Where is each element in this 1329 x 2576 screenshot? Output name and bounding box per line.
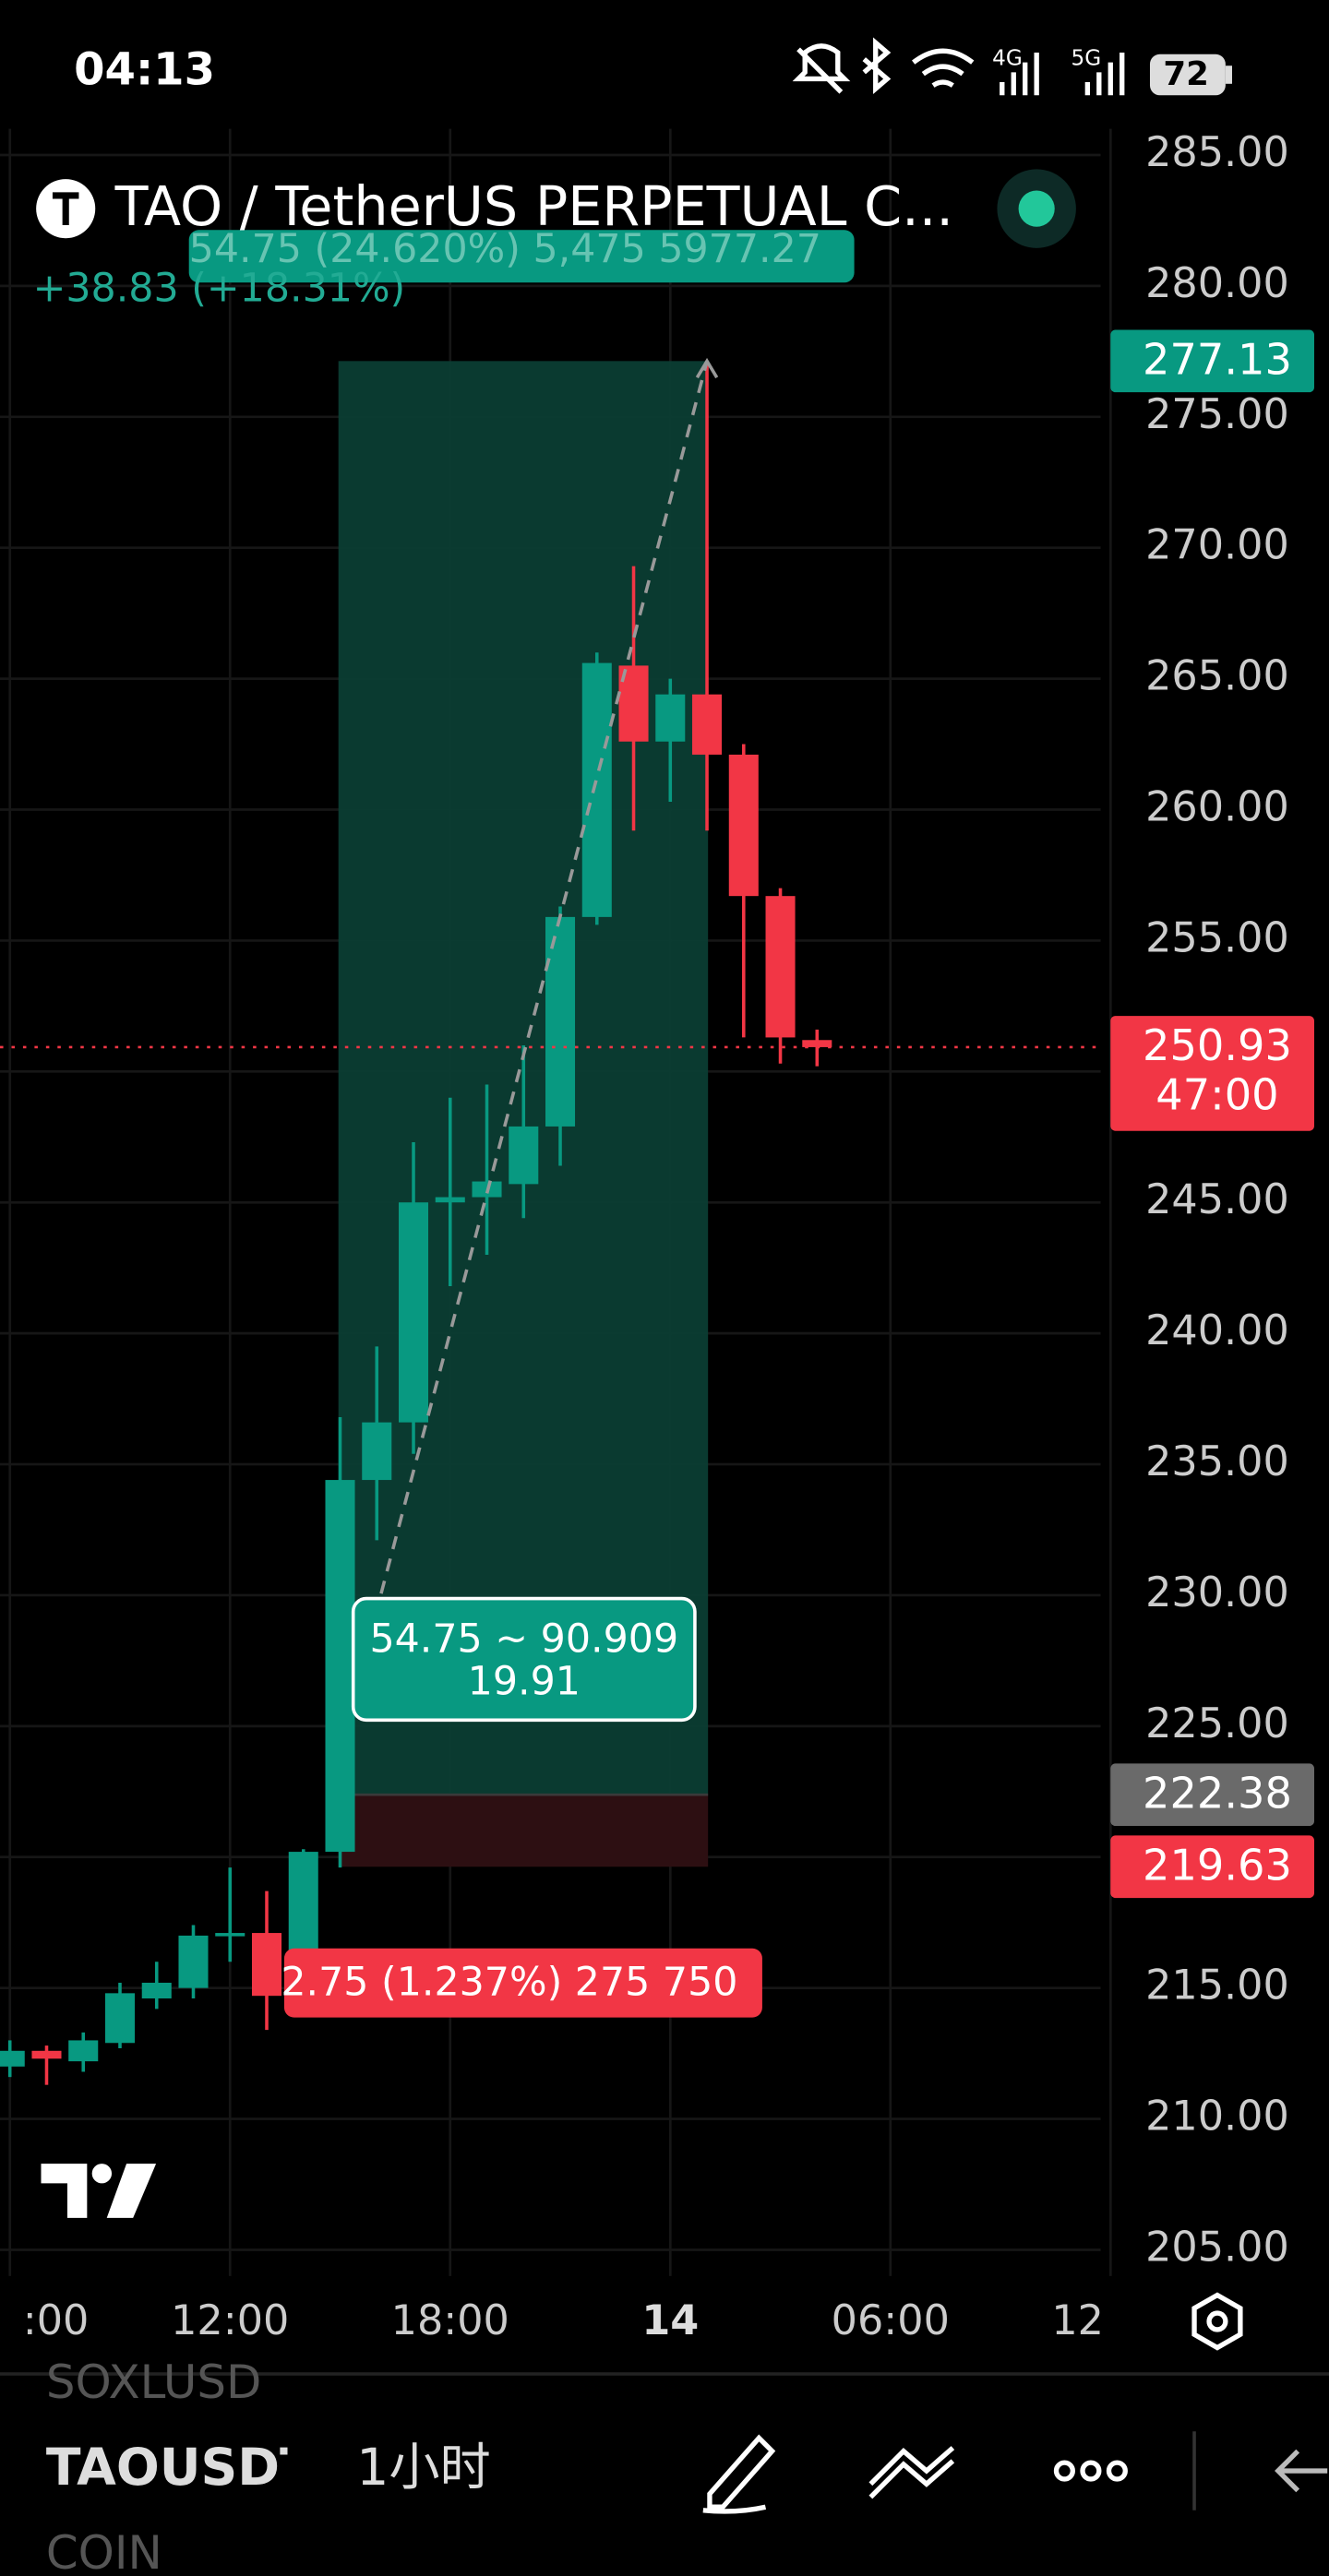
settings-icon[interactable] <box>1191 2292 1243 2351</box>
info-line-2: 19.91 <box>468 1659 581 1705</box>
candle-body <box>325 1480 355 1853</box>
x-tick-label: 12 <box>1051 2297 1104 2344</box>
x-tick-label: 06:00 <box>832 2297 950 2344</box>
y-tick-label: 275.00 <box>1145 391 1289 438</box>
y-tick-label: 240.00 <box>1145 1307 1289 1354</box>
y-tick-label: 265.00 <box>1145 653 1289 700</box>
target-tag: 277.13 <box>1143 335 1292 385</box>
y-tick-label: 230.00 <box>1145 1569 1289 1616</box>
header: TAO / TetherUS PERPETUAL C... +38.83 (+1… <box>33 169 1076 312</box>
y-tick-label: 280.00 <box>1145 260 1289 307</box>
loss-zone <box>338 1795 709 1867</box>
y-tick-label: 215.00 <box>1145 1962 1289 2010</box>
symbol-logo-t <box>52 192 79 225</box>
status-dot <box>1018 190 1055 227</box>
clock: 04:13 <box>74 43 215 95</box>
x-tick-label: 14 <box>641 2297 699 2344</box>
symbol-above[interactable]: SOXLUSD <box>46 2355 262 2409</box>
profit-label-box <box>188 230 855 283</box>
target-tag-box <box>1110 329 1314 393</box>
line-tool-icon[interactable] <box>868 2446 955 2499</box>
candle-body <box>655 694 686 742</box>
candle-body <box>0 2050 25 2067</box>
y-tick-label: 260.00 <box>1145 784 1289 831</box>
logo-part <box>106 2164 157 2218</box>
last-price-box <box>1110 1016 1314 1131</box>
projection-line <box>379 360 709 1594</box>
candle-body <box>215 1933 245 1937</box>
y-tick-label: 285.00 <box>1145 129 1289 176</box>
y-tick-label: 235.00 <box>1145 1438 1289 1485</box>
y-tick-label: 210.00 <box>1145 2093 1289 2141</box>
countdown: 47:00 <box>1155 1070 1278 1120</box>
candle-body <box>31 2050 62 2059</box>
x-tick-label: 18:00 <box>391 2297 509 2344</box>
entry-tag-box <box>1110 1763 1314 1827</box>
battery-tip <box>1225 66 1232 84</box>
symbol-below[interactable]: COIN <box>46 2526 162 2576</box>
candle-body <box>802 1040 832 1047</box>
more-dot <box>1053 2460 1075 2482</box>
y-tick-label: 270.00 <box>1145 522 1289 569</box>
symbol-title[interactable]: TAO / TetherUS PERPETUAL C... <box>114 174 954 238</box>
battery-level: 72 <box>1163 55 1209 93</box>
more-icon[interactable] <box>1053 2460 1128 2482</box>
symbol-change: +38.83 (+18.31%) <box>33 266 406 312</box>
info-box <box>351 1596 697 1723</box>
loss-label: 2.75 (1.237%) 275 750 <box>281 1959 737 2005</box>
stop-tag-box <box>1110 1835 1314 1899</box>
candle-body <box>545 916 576 1127</box>
candle-body <box>581 662 612 917</box>
candle-body <box>435 1197 465 1203</box>
more-dot <box>1106 2460 1128 2482</box>
more-dot <box>1080 2460 1102 2482</box>
stop-tag: 219.63 <box>1143 1841 1292 1890</box>
candle-body <box>398 1202 429 1423</box>
y-tick-label: 225.00 <box>1145 1700 1289 1747</box>
status-icons <box>792 37 1125 96</box>
candle-body <box>362 1422 392 1481</box>
candle-body <box>728 754 759 897</box>
draw-icon[interactable] <box>702 2434 776 2514</box>
candle-body <box>509 1126 539 1185</box>
back-icon[interactable] <box>1275 2449 1328 2493</box>
bluetooth-icon <box>862 37 892 94</box>
wifi-icon <box>912 48 975 88</box>
plot: 285.00 280.00 275.00 270.00 265.00 260.00 255.… <box>0 128 1314 2344</box>
toolbar-symbol[interactable]: TAOUSDT <box>46 2439 315 2498</box>
settings-icon-center <box>1206 2310 1228 2332</box>
y-tick-label: 205.00 <box>1145 2224 1289 2271</box>
logo-part <box>41 2164 88 2218</box>
network-5g: 5G <box>1072 47 1102 71</box>
mute-icon <box>792 43 851 94</box>
y-tick-label: 245.00 <box>1145 1176 1289 1223</box>
profit-label: 54.75 (24.620%) 5,475 5977.27 <box>189 226 821 272</box>
last-price-tag: 250.93 <box>1143 1020 1292 1070</box>
projection-arrow <box>695 357 719 379</box>
candle-body <box>765 896 796 1038</box>
entry-tag: 222.38 <box>1143 1768 1292 1818</box>
signal-4g-icon <box>1000 52 1039 96</box>
candle-body <box>251 1933 282 1997</box>
y-tick-label: 255.00 <box>1145 914 1289 961</box>
candle-body <box>178 1935 209 1988</box>
symbol-fade <box>287 2431 337 2514</box>
tradingview-logo <box>41 2164 157 2218</box>
info-line-1: 54.75 ~ 90.909 <box>369 1616 678 1662</box>
signal-5g-icon <box>1084 52 1125 96</box>
network-4g: 4G <box>992 47 1023 71</box>
candle-body <box>141 1982 172 1999</box>
candle-body <box>692 694 723 755</box>
x-tick-label: :00 <box>23 2297 90 2344</box>
candle-body <box>68 2040 99 2062</box>
logo-part <box>91 2164 113 2184</box>
battery <box>1149 54 1226 96</box>
toolbar-interval[interactable]: 1小时 <box>356 2439 490 2498</box>
x-tick-label: 12:00 <box>171 2297 289 2344</box>
loss-label-box <box>283 1948 762 2018</box>
candle-body <box>104 1993 136 2044</box>
